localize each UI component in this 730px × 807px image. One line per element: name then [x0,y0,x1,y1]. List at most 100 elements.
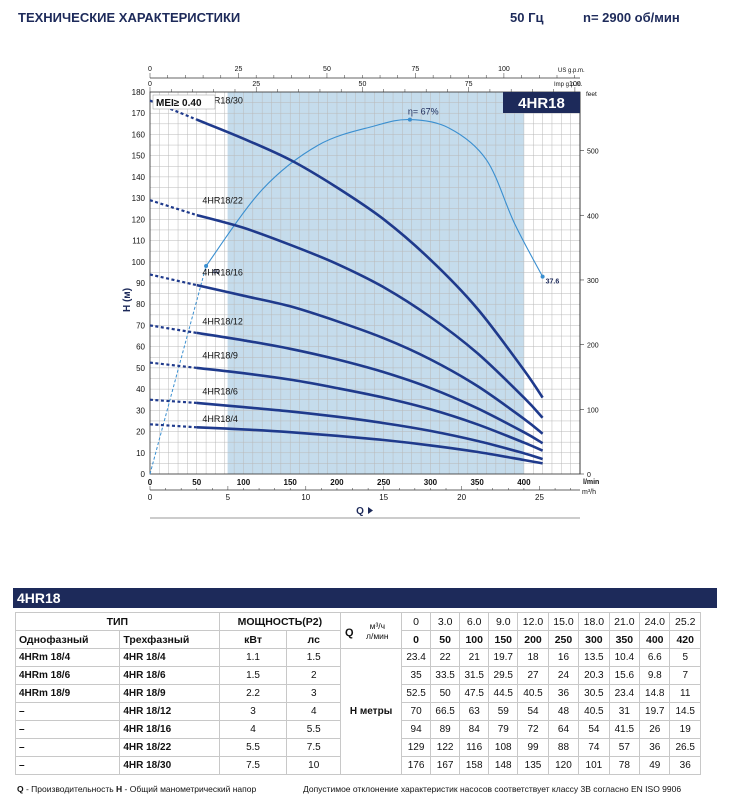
cell-head: 52.5 [401,684,432,703]
q-lmin-value: 420 [669,630,701,649]
footer-tolerance-note: Допустимое отклонение характеристик насо… [303,784,682,794]
q-m3h-value: 25.2 [669,612,701,631]
feet-tick-label: 100 [587,407,599,414]
m3h-tick-label: 5 [226,493,231,502]
mei-label: MEI≥ 0.40 [156,98,202,109]
cell-head: 13.5 [578,648,610,667]
cell-three: 4HR 18/12 [119,702,220,721]
cell-head: 148 [488,756,519,775]
cell-head: 72 [517,720,549,739]
cell-head: 84 [459,720,490,739]
cell-head: 31.5 [459,666,490,685]
usgpm-tick-label: 25 [235,66,243,73]
y-tick-label: 90 [136,279,145,288]
cell-head: 9.8 [639,666,671,685]
cell-kw: 7.5 [218,756,288,775]
power-header: МОЩНОСТЬ(P2) [218,612,342,631]
impgpm-tick-label: 75 [465,81,473,88]
y-tick-label: 40 [136,385,145,394]
q-lmin-value: 100 [459,630,490,649]
pump-curve-dashed-4HR18-4 [149,423,197,429]
cell-head: 63 [459,702,490,721]
cell-head: 57 [608,738,641,757]
y-tick-label: 120 [132,215,146,224]
cell-head: 14.5 [669,702,701,721]
type-header: ТИП [15,612,220,631]
single-phase-header: Однофазный [14,630,121,649]
cell-head: 50 [430,684,461,703]
q-m3h-value: 24.0 [639,612,671,631]
y-tick-label: 0 [141,470,146,479]
cell-head: 41.5 [608,720,641,739]
q-m3h-value: 3.0 [430,612,461,631]
cell-head: 31 [608,702,641,721]
feet-tick-label: 500 [587,149,599,156]
cell-single: – [14,702,121,721]
cell-kw: 1.1 [218,648,288,667]
pump-curve-4HR18-9 [196,366,544,452]
y-tick-label: 180 [132,88,146,97]
cell-head: 18 [517,648,549,667]
page-title: ТЕХНИЧЕСКИЕ ХАРАКТЕРИСТИКИ [18,10,241,25]
cell-head: 122 [430,738,461,757]
cell-head: 108 [488,738,519,757]
pump-curve-dashed-4HR18-6 [149,398,197,404]
impgpm-tick-label: 50 [359,81,367,88]
lmin-unit-label: l/min [583,479,599,486]
table-row: –4HR 18/16 4 5.5 94 89 84 79 72 64 54 41.5 26 19 [14,720,701,739]
table-row: –4HR 18/22 5.5 7.5 129 122 116 108 99 88 74 57 36 26… [14,738,701,757]
cell-hp: 3 [286,684,342,703]
cell-head: 64 [547,720,580,739]
cell-head: 40.5 [517,684,549,703]
lmin-tick-label: 300 [424,478,438,487]
cell-head: 74 [578,738,610,757]
feet-tick-label: 200 [587,343,599,350]
cell-head: 20.3 [578,666,610,685]
cell-hp: 5.5 [286,720,342,739]
cell-head: 94 [401,720,432,739]
cell-three: 4HR 18/22 [119,738,220,757]
q-symbol: Q [345,626,354,639]
cell-head: 22 [430,648,461,667]
q-lmin-value: 0 [401,630,432,649]
q-m3h-value: 15.0 [547,612,580,631]
cell-head: 10.4 [608,648,641,667]
table-row: –4HR 18/12 3 4 70 66.5 63 59 54 48 40.5 31 19.7 14.5 [14,702,701,721]
cell-head: 78 [608,756,641,775]
cell-head: 129 [401,738,432,757]
y-tick-label: 170 [132,109,146,118]
cell-head: 49 [639,756,671,775]
cell-head: 19.7 [488,648,519,667]
usgpm-tick-label: 50 [323,66,331,73]
cell-head: 54 [578,720,610,739]
cell-hp: 4 [286,702,342,721]
efficiency-peak-label: η= 67% [408,107,439,117]
q-m3h-value: 6.0 [459,612,490,631]
efficiency-point-right [540,274,545,279]
cell-head: 33.5 [430,666,461,685]
lmin-tick-label: 200 [330,478,344,487]
cell-single: – [14,756,121,775]
pump-curve-4HR18-30 [196,118,544,399]
y-tick-label: 30 [136,406,145,415]
y-tick-label: 130 [132,194,146,203]
pump-curve-dashed-4HR18-16 [149,273,197,287]
cell-head: 36 [669,756,701,775]
lmin-tick-label: 350 [470,478,484,487]
kw-header: кВт [218,630,288,649]
table-title: 4HR18 [13,588,717,608]
cell-head: 36 [639,738,671,757]
cell-head: 120 [547,756,580,775]
cell-head: 14.8 [639,684,671,703]
m3h-unit-label: m³/h [582,489,596,496]
cell-head: 135 [517,756,549,775]
cell-three: 4HR 18/30 [119,756,220,775]
cell-head: 24 [547,666,580,685]
cell-kw: 5.5 [218,738,288,757]
cell-head: 70 [401,702,432,721]
q-lmin-value: 350 [608,630,641,649]
cell-head: 167 [430,756,461,775]
m3h-tick-label: 20 [457,493,466,502]
efficiency-right-label: 37.6 [546,279,560,286]
cell-head: 36 [547,684,580,703]
